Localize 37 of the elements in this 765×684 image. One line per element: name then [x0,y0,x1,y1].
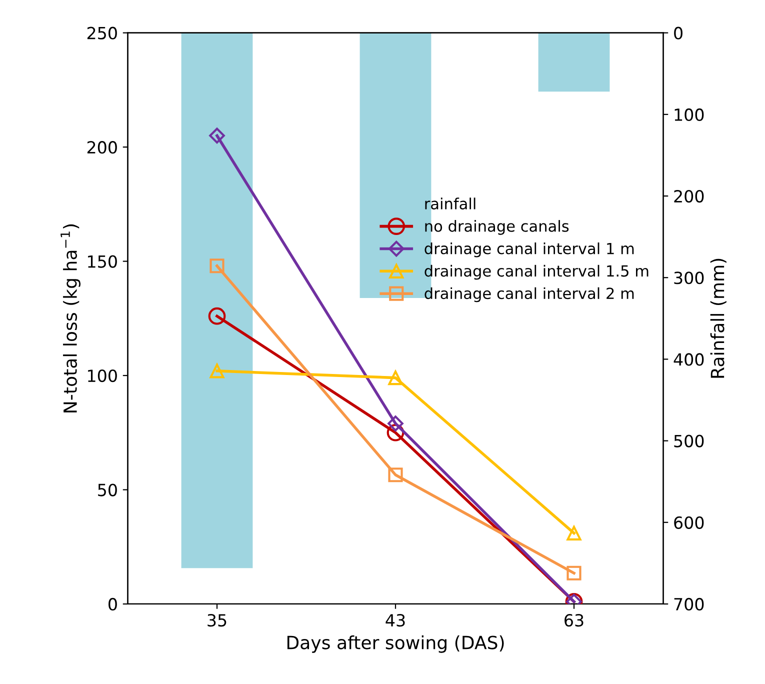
legend-label: drainage canal interval 1.5 m [424,264,648,280]
y-tick-label: 0 [108,598,117,611]
x-tick-label: 35 [208,614,226,627]
bar [181,32,253,568]
point [386,424,404,442]
y-tick-label: 200 [87,141,117,154]
y2-tick-label: 600 [674,516,704,529]
point [210,364,224,378]
point [210,258,224,274]
y2-tick-label: 400 [674,353,704,366]
y-tick-label: 100 [88,369,117,382]
y2-tick-label: 0 [674,26,682,40]
y2-tick-label: 500 [674,434,704,448]
x-tick-label: 63 [564,614,584,627]
y2-tick-label: 100 [674,108,704,121]
point [208,307,226,325]
y-axis-title: N-total loss (kg ha$^{−1}$) [60,224,81,412]
x-tick-label: 43 [386,614,405,627]
series-label: rainfall [425,198,476,210]
point [566,526,582,540]
point [388,468,403,482]
x-axis-title: Days after sowing (DAS) [287,635,504,653]
y2-tick-label: 200 [674,190,704,203]
y2-axis-title: Rainfall (mm) [710,258,726,378]
y2-tick-label: 300 [674,272,704,284]
legend-label: no drainage canals [425,220,569,235]
y2-tick-label: 700 [674,598,704,611]
y-tick-label: 50 [98,484,117,496]
point [566,566,582,580]
legend-label: drainage canal interval 2 m [424,287,634,302]
y-tick-label: 150 [88,255,117,268]
y-tick-label: 250 [87,26,117,40]
point [388,370,403,386]
bar [538,32,610,92]
point [388,416,404,432]
point [209,128,225,144]
legend-label: drainage canal interval 1 m [424,242,634,258]
